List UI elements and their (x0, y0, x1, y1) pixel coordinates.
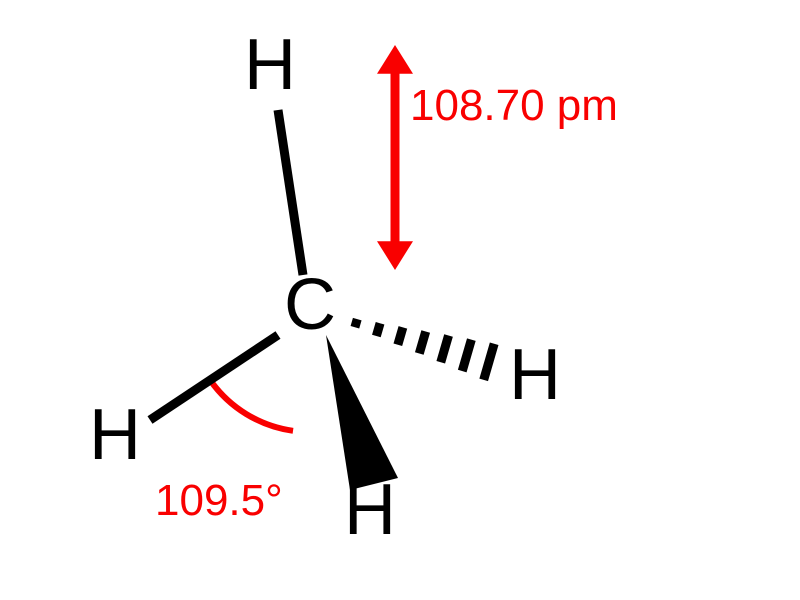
atom-left-label: H (89, 395, 141, 475)
atom-top-label: H (244, 25, 296, 105)
bond-plain_top (278, 110, 303, 275)
atom-center-label: C (284, 265, 336, 345)
bond-wedge-hash (355, 319, 494, 380)
atom-bottom-label: H (344, 470, 396, 550)
bond-plain_left (150, 335, 278, 420)
bond-angle-arc (210, 380, 293, 431)
bond-length-arrow-head-top (377, 45, 413, 74)
bond-angle-label: 109.5° (155, 476, 283, 525)
atom-right-label: H (509, 335, 561, 415)
bond-wedge-solid (326, 335, 398, 490)
methane-diagram: C H H H H 108.70 pm 109.5° (0, 0, 800, 600)
bond-length-label: 108.70 pm (410, 81, 618, 130)
bond-length-arrow-head-bottom (377, 241, 413, 270)
